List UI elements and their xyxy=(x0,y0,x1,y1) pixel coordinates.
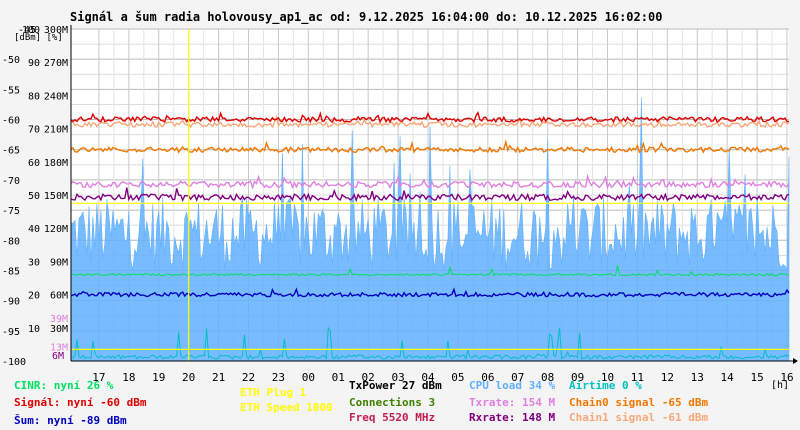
x-tick: 06 xyxy=(481,371,494,384)
legend-signal: Signál: nyní -60 dBm xyxy=(14,396,147,409)
y-tick-percent: 60 xyxy=(28,158,40,169)
x-tick: 04 xyxy=(421,371,435,384)
legend-rxrate: Rxrate: 148 M xyxy=(469,411,556,424)
y-tick-rate: 240M xyxy=(44,91,68,102)
y-tick-rate: 150M xyxy=(44,191,68,202)
x-tick: 13 xyxy=(691,371,704,384)
chart-series xyxy=(70,29,790,362)
x-axis-arrow xyxy=(793,358,798,364)
y-tick-rate: 210M xyxy=(44,125,68,136)
series-rxrate xyxy=(70,187,790,203)
x-tick: 12 xyxy=(661,371,674,384)
x-tick: 16 xyxy=(780,371,793,384)
y-tick-percent: 70 xyxy=(28,125,40,136)
y-tick-percent: 50 xyxy=(28,191,40,202)
y-tick-dbm: -95 xyxy=(2,327,20,338)
y-tick-rate-6m: 6M xyxy=(52,351,64,362)
x-tick: 23 xyxy=(272,371,285,384)
legend-chain1: Chain1 signal -61 dBm xyxy=(569,411,709,424)
y-axis-label: [dBm] [%] xyxy=(14,33,63,43)
y-tick-rate: 300M xyxy=(44,25,68,36)
y-tick-dbm: -65 xyxy=(2,146,20,157)
y-tick-dbm: -85 xyxy=(2,266,20,277)
y-tick-dbm: -100 xyxy=(2,357,26,368)
y-tick-dbm: -45 xyxy=(18,25,36,36)
x-tick: 09 xyxy=(571,371,584,384)
x-tick: 08 xyxy=(541,371,554,384)
y-tick-percent: 30 xyxy=(28,257,40,268)
y-tick-rate: 180M xyxy=(44,158,68,169)
y-tick-percent: 100 xyxy=(22,25,40,36)
y-tick-dbm: -50 xyxy=(2,55,20,66)
legend-cpu: CPU load 34 % xyxy=(469,379,556,392)
series-airtime xyxy=(70,326,790,361)
x-axis-label: [h] xyxy=(771,380,789,391)
x-tick: 11 xyxy=(631,371,644,384)
x-tick: 18 xyxy=(122,371,135,384)
legend-eth-speed: ETH Speed 1000 xyxy=(240,401,333,414)
legend-txrate: Txrate: 154 M xyxy=(469,396,556,409)
x-tick: 19 xyxy=(152,371,165,384)
x-tick: 14 xyxy=(721,371,735,384)
legend-txpower: TxPower 27 dBm xyxy=(349,379,442,392)
y-tick-rate-13m: 13M xyxy=(50,343,68,354)
series-noise xyxy=(70,287,790,298)
x-tick: 17 xyxy=(92,371,105,384)
x-tick: 21 xyxy=(212,371,225,384)
chart-ticks: -45-50-55-60-65-70-75-80-85-90-95-100100… xyxy=(2,25,794,391)
y-tick-dbm: -80 xyxy=(2,236,20,247)
legend-connections: Connections 3 xyxy=(349,396,436,409)
series-cinr xyxy=(70,265,790,277)
x-tick: 01 xyxy=(332,371,345,384)
legend-noise: Šum: nyní -89 dBm xyxy=(14,414,127,427)
y-tick-dbm: -60 xyxy=(2,116,20,127)
x-tick: 02 xyxy=(362,371,375,384)
y-tick-dbm: -70 xyxy=(2,176,20,187)
x-tick: 10 xyxy=(601,371,614,384)
legend-eth-plug: ETH Plug 1 xyxy=(240,386,307,399)
y-tick-percent: 10 xyxy=(28,324,40,335)
y-tick-rate: 30M xyxy=(50,324,68,335)
legend-cinr: CINR: nyní 26 % xyxy=(14,379,114,392)
x-tick: 00 xyxy=(302,371,315,384)
series-chain1 xyxy=(70,114,790,129)
series-txrate xyxy=(70,173,790,190)
x-tick: 07 xyxy=(511,371,524,384)
y-tick-rate: 60M xyxy=(50,291,68,302)
legend-freq: Freq 5520 MHz xyxy=(349,411,436,424)
y-tick-percent: 40 xyxy=(28,224,40,235)
y-tick-dbm: -75 xyxy=(2,206,20,217)
legend-airtime: Airtime 0 % xyxy=(569,379,642,392)
y-tick-dbm: -55 xyxy=(2,85,20,96)
legend-chain0: Chain0 signal -65 dBm xyxy=(569,396,709,409)
x-tick: 03 xyxy=(391,371,404,384)
y-tick-rate: 120M xyxy=(44,224,68,235)
y-tick-percent: 90 xyxy=(28,58,40,69)
chart-title: Signál a šum radia holovousy_ap1_ac od: … xyxy=(70,10,663,24)
x-tick: 15 xyxy=(750,371,763,384)
y-tick-rate-39m: 39M xyxy=(50,314,68,325)
series-signal xyxy=(70,110,790,124)
x-tick: 20 xyxy=(182,371,195,384)
y-tick-percent: 20 xyxy=(28,291,40,302)
y-tick-dbm: -90 xyxy=(2,297,20,308)
x-tick: 22 xyxy=(242,371,255,384)
y-tick-rate: 90M xyxy=(50,257,68,268)
chart-axes xyxy=(70,25,798,364)
x-tick: 05 xyxy=(451,371,464,384)
series-chain0 xyxy=(70,139,790,154)
y-tick-rate: 270M xyxy=(44,58,68,69)
y-tick-percent: 80 xyxy=(28,91,40,102)
